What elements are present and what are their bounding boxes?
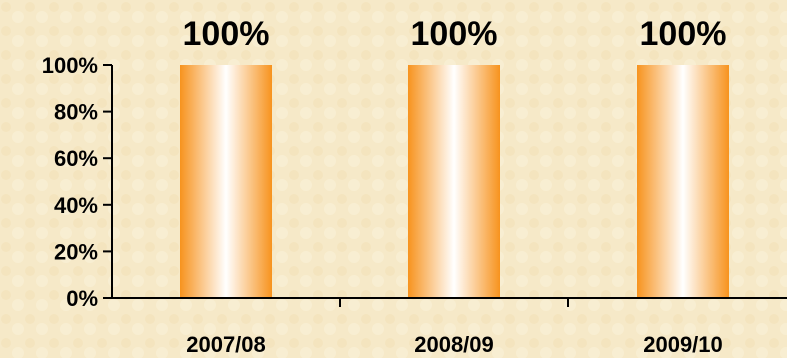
bar	[637, 65, 729, 298]
y-tick-label: 60%	[54, 146, 98, 171]
bar	[408, 65, 500, 298]
bars	[180, 65, 729, 298]
y-axis-ticks: 0% 20% 40% 60% 80% 100%	[42, 53, 112, 311]
y-tick-label: 40%	[54, 193, 98, 218]
axes	[111, 65, 787, 307]
x-axis-labels: 2007/08 2008/09 2009/10	[186, 332, 723, 357]
bar-data-label: 100%	[640, 15, 727, 53]
y-tick-label: 20%	[54, 239, 98, 264]
x-category-label: 2007/08	[186, 332, 266, 357]
bar	[180, 65, 272, 298]
bar-data-label: 100%	[411, 15, 498, 53]
data-labels: 100% 100% 100%	[183, 15, 727, 53]
x-category-label: 2008/09	[414, 332, 494, 357]
bar-data-label: 100%	[183, 15, 270, 53]
x-category-label: 2009/10	[643, 332, 723, 357]
y-tick-label: 0%	[66, 286, 98, 311]
y-tick-label: 80%	[54, 100, 98, 125]
y-tick-label: 100%	[42, 53, 98, 78]
